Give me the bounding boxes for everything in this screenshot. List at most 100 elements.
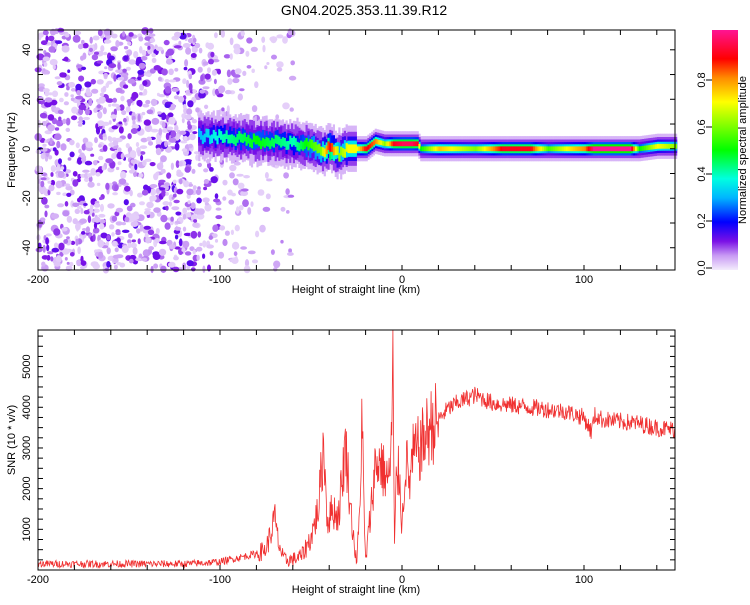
noise-dot xyxy=(220,29,225,38)
colorbar-ticks: 0.0 0.2 0.4 0.6 0.8 xyxy=(696,72,712,276)
ridge-cell xyxy=(269,131,272,148)
noise-dot xyxy=(122,68,127,73)
snr-line xyxy=(37,329,675,570)
noise-dot xyxy=(64,183,71,187)
noise-dot xyxy=(137,238,141,245)
noise-dot xyxy=(174,226,182,231)
noise-dot xyxy=(80,255,84,263)
noise-dot xyxy=(199,242,203,247)
snr-y-label: SNR (10 * v/v) xyxy=(6,405,18,475)
ridge-cell xyxy=(651,144,654,150)
ridge-cell xyxy=(256,135,259,145)
noise-dot xyxy=(96,60,104,64)
noise-dot xyxy=(111,125,119,130)
noise-dot xyxy=(61,227,68,232)
ridge-cell xyxy=(311,140,314,149)
noise-dot xyxy=(127,239,132,245)
noise-dot xyxy=(153,65,162,71)
noise-dot xyxy=(128,258,134,264)
ridge-cell xyxy=(347,144,350,154)
ridge-cell xyxy=(240,133,243,143)
noise-dot xyxy=(121,229,130,233)
ridge-cell xyxy=(507,146,510,152)
noise-dot xyxy=(188,143,193,149)
noise-dot xyxy=(140,56,148,61)
ridge-cell xyxy=(252,133,255,143)
noise-dot xyxy=(155,137,162,146)
noise-dot xyxy=(184,59,189,67)
noise-dot xyxy=(155,144,162,150)
ridge-cell xyxy=(272,138,275,148)
noise-dot xyxy=(187,100,194,108)
noise-dot xyxy=(131,115,136,122)
noise-dot xyxy=(115,69,123,73)
noise-dot xyxy=(244,259,250,267)
noise-dot xyxy=(50,256,54,262)
ridge-cell xyxy=(522,146,525,152)
noise-dot xyxy=(92,208,100,213)
chart-title: GN04.2025.353.11.39.R12 xyxy=(281,2,448,18)
ridge-cell xyxy=(547,146,550,152)
ridge-cell xyxy=(287,140,290,150)
noise-dot xyxy=(187,200,191,205)
noise-dot xyxy=(78,116,83,122)
noise-dot xyxy=(111,240,118,247)
noise-dot xyxy=(276,67,283,72)
noise-dot xyxy=(112,254,121,259)
noise-dot xyxy=(41,120,48,127)
noise-dot xyxy=(63,101,69,106)
ridge-cell xyxy=(474,146,477,152)
noise-dot xyxy=(38,185,47,194)
noise-dot xyxy=(168,244,176,250)
noise-dot xyxy=(50,172,54,177)
noise-dot xyxy=(48,92,53,96)
ridge-cell xyxy=(629,146,632,152)
noise-dot xyxy=(49,58,58,66)
ridge-cell xyxy=(516,146,519,152)
ridge-cell xyxy=(207,130,210,147)
noise-dot xyxy=(231,241,240,250)
colorbar-tick-label: 0.4 xyxy=(696,166,708,181)
ridge-cell xyxy=(303,140,306,150)
noise-dot xyxy=(163,182,170,187)
noise-dot xyxy=(59,97,64,103)
noise-dot xyxy=(146,136,152,142)
noise-dot xyxy=(42,56,50,62)
noise-dot xyxy=(125,106,131,113)
ridge-cell xyxy=(405,141,408,147)
ridge-cell xyxy=(398,141,401,147)
noise-dot xyxy=(83,203,88,206)
noise-dot xyxy=(48,155,53,160)
noise-dot xyxy=(188,73,193,80)
noise-dot xyxy=(283,172,289,179)
ridge-cell xyxy=(280,138,283,148)
noise-dot xyxy=(182,226,187,232)
noise-dot xyxy=(47,124,55,132)
ridge-cell xyxy=(442,146,445,152)
noise-dot xyxy=(170,216,174,222)
noise-dot xyxy=(183,232,192,237)
ridge-cell xyxy=(230,134,234,143)
noise-dot xyxy=(182,43,191,48)
noise-dot xyxy=(115,166,120,171)
noise-dot xyxy=(187,183,194,187)
noise-dot xyxy=(240,29,245,37)
x-tick-label: -100 xyxy=(209,274,231,286)
noise-dot xyxy=(75,238,79,246)
noise-dot xyxy=(179,130,187,135)
noise-dot xyxy=(75,83,82,91)
noise-dot xyxy=(38,96,44,101)
noise-dot xyxy=(166,48,175,56)
noise-dot xyxy=(188,83,193,91)
noise-dot xyxy=(99,223,105,230)
noise-dot xyxy=(182,104,187,110)
noise-dot xyxy=(45,35,49,43)
ridge-cell xyxy=(207,129,210,138)
noise-dot xyxy=(204,104,209,110)
noise-dot xyxy=(226,69,231,78)
ridge-cell xyxy=(527,146,530,152)
noise-dot xyxy=(202,265,206,273)
ridge-cell xyxy=(602,146,605,152)
ridge-cell xyxy=(309,139,312,148)
y-tick-label: 0 xyxy=(21,146,33,152)
